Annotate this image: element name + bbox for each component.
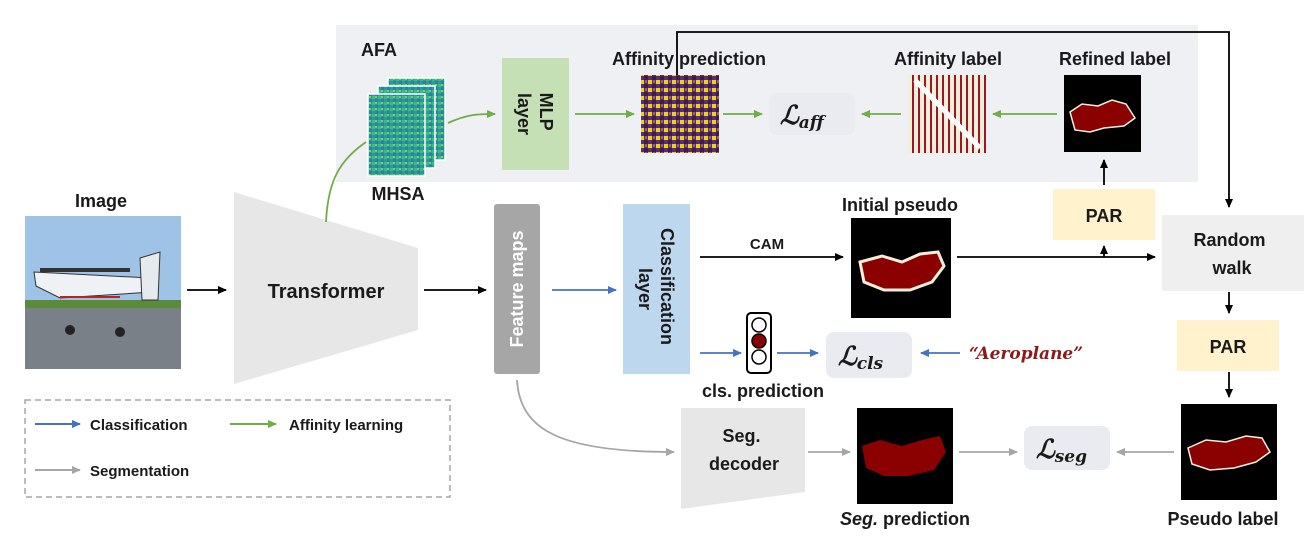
random-walk-box [1162,215,1304,291]
legend-box [24,399,451,498]
cls-prediction-icon [746,312,772,374]
seg-decoder-block [681,408,805,509]
pseudo-label-object [1187,435,1271,471]
aeroplane-label: “Aeroplane” [969,344,1083,364]
legend-segmentation-label: Segmentation [90,463,189,480]
par-upper-label: PAR [1086,206,1123,226]
par-lower-label: PAR [1210,337,1247,357]
loss-cls-box [826,332,912,378]
transformer-block [234,192,418,384]
loss-seg: ℒseg [1036,435,1087,467]
par-lower-box [1177,320,1279,371]
loss-cls: ℒcls [838,342,884,374]
classification-layer-label: Classification layer [635,228,677,350]
affinity-label-title: Affinity label [894,49,1002,69]
cls-prediction-label: cls. prediction [702,381,824,401]
pseudo-label-title: Pseudo label [1167,509,1278,529]
loss-aff: ℒaff [780,101,827,133]
transformer-label: Transformer [268,281,385,303]
loss-aff-box [769,93,855,135]
refined-label-object [1069,99,1137,133]
cam-label: CAM [750,236,784,253]
mlp-layer-box [502,58,569,170]
par-upper-box [1053,189,1155,240]
mhsa-label: MHSA [372,184,425,204]
afa-title: AFA [361,40,397,60]
refined-label-title: Refined label [1059,49,1171,69]
arrow-transformer-to-mhsa [325,141,367,223]
mhsa-attention-maps [367,77,446,177]
legend-affinity-label: Affinity learning [289,417,403,434]
legend-classification-label: Classification [90,417,188,434]
loss-seg-box [1024,426,1110,470]
seg-decoder-label: Seg. decoder [709,426,779,474]
arrow-features-to-seg-decoder [516,379,675,456]
image-title: Image [75,191,127,211]
affinity-prediction-label: Affinity prediction [612,49,766,69]
affinity-label-diagonal [913,78,982,150]
mlp-layer-label: MLP layer [514,93,556,136]
feature-maps-label: Feature maps [507,230,527,347]
arrow-mhsa-to-mlp [447,110,496,124]
feature-maps-box [494,204,540,374]
input-image [25,216,181,369]
seg-prediction-object [862,436,946,476]
seg-prediction-label: Seg. prediction [840,509,970,529]
afa-panel [336,25,1198,182]
initial-pseudo-object [858,250,946,292]
affinity-prediction-map [641,75,719,153]
classification-layer-box [623,204,690,374]
random-walk-label: Random walk [1193,230,1270,278]
initial-pseudo-label: Initial pseudo [842,195,958,215]
arrow-affinity-to-random-walk [676,31,1233,208]
